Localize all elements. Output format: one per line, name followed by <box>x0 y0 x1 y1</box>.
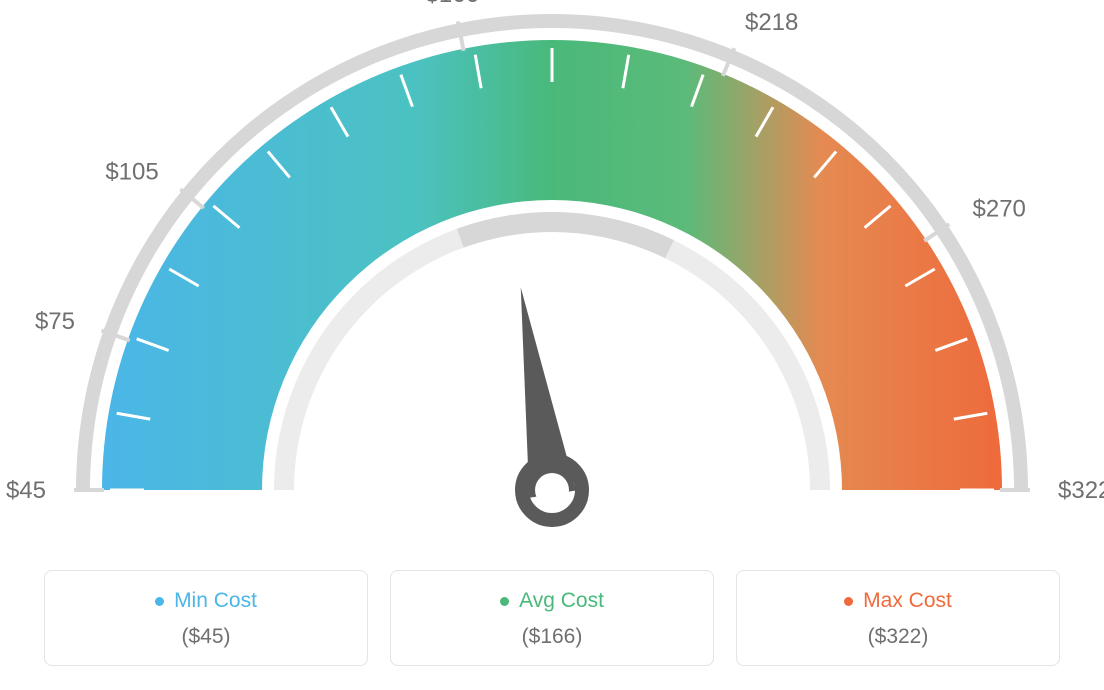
legend-label-max: Max Cost <box>863 589 952 613</box>
legend-card-avg: Avg Cost ($166) <box>390 570 714 666</box>
legend-card-max: Max Cost ($322) <box>736 570 1060 666</box>
legend-title-max: Max Cost <box>844 589 952 613</box>
svg-text:$270: $270 <box>973 196 1026 223</box>
legend-title-min: Min Cost <box>155 589 257 613</box>
cost-gauge: $45 $75 $105 $166 $218 $270 $322 <box>0 0 1104 560</box>
legend-label-avg: Avg Cost <box>519 589 604 613</box>
legend-label-min: Min Cost <box>174 589 257 613</box>
dot-icon <box>844 597 853 606</box>
dot-icon <box>155 597 164 606</box>
svg-text:$218: $218 <box>745 9 798 36</box>
svg-text:$75: $75 <box>35 308 75 335</box>
legend-title-avg: Avg Cost <box>500 589 604 613</box>
svg-text:$45: $45 <box>6 477 46 504</box>
svg-text:$105: $105 <box>105 159 158 186</box>
svg-text:$322: $322 <box>1058 477 1104 504</box>
legend-row: Min Cost ($45) Avg Cost ($166) Max Cost … <box>22 570 1082 666</box>
gauge-svg: $45 $75 $105 $166 $218 $270 $322 <box>0 0 1104 560</box>
legend-value-min: ($45) <box>55 625 357 649</box>
dot-icon <box>500 597 509 606</box>
svg-text:$166: $166 <box>426 0 479 8</box>
legend-card-min: Min Cost ($45) <box>44 570 368 666</box>
legend-value-avg: ($166) <box>401 625 703 649</box>
legend-value-max: ($322) <box>747 625 1049 649</box>
